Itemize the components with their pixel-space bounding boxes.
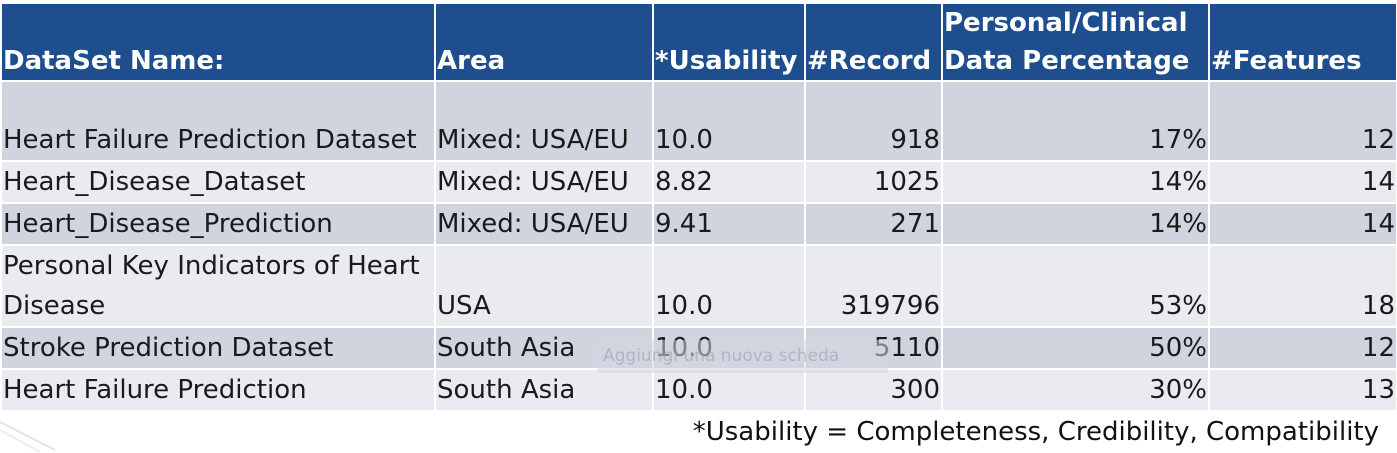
cell-usability: 8.82	[652, 160, 806, 204]
cell-features: 14	[1208, 202, 1397, 246]
header-record: #Record	[804, 2, 943, 82]
cell-record: 1025	[804, 160, 943, 204]
cell-dataset-name: Stroke Prediction Dataset	[0, 326, 436, 370]
cell-area: Mixed: USA/EU	[434, 202, 654, 246]
header-clinical-percentage: Personal/Clinical Data Percentage	[941, 2, 1210, 82]
cell-record: 300	[804, 368, 943, 412]
table-row: Personal Key Indicators of Heart Disease…	[0, 244, 1397, 328]
header-usability: *Usability	[652, 2, 806, 82]
cell-clinical-percentage: 50%	[941, 326, 1210, 370]
cell-record: 918	[804, 80, 943, 162]
cell-clinical-percentage: 14%	[941, 202, 1210, 246]
cell-usability: 10.0	[652, 368, 806, 412]
cell-usability: 10.0	[652, 80, 806, 162]
header-row: DataSet Name: Area *Usability #Record Pe…	[0, 2, 1397, 82]
cell-dataset-name: Heart Failure Prediction	[0, 368, 436, 412]
cell-features: 18	[1208, 244, 1397, 328]
header-features: #Features	[1208, 2, 1397, 82]
datasets-table: DataSet Name: Area *Usability #Record Pe…	[0, 2, 1397, 412]
cell-clinical-percentage: 30%	[941, 368, 1210, 412]
header-area: Area	[434, 2, 654, 82]
decorative-lines	[0, 421, 56, 453]
cell-dataset-name: Heart Failure Prediction Dataset	[0, 80, 436, 162]
watermark-overlay: Aggiungi una nuova scheda	[597, 340, 888, 373]
table-row: Heart_Disease_Prediction Mixed: USA/EU 9…	[0, 202, 1397, 246]
usability-footnote: *Usability = Completeness, Credibility, …	[692, 417, 1379, 447]
cell-clinical-percentage: 17%	[941, 80, 1210, 162]
cell-record: 271	[804, 202, 943, 246]
cell-features: 13	[1208, 368, 1397, 412]
table-row: Heart Failure Prediction South Asia 10.0…	[0, 368, 1397, 412]
header-dataset-name: DataSet Name:	[0, 2, 436, 82]
cell-clinical-percentage: 53%	[941, 244, 1210, 328]
cell-dataset-name: Personal Key Indicators of Heart Disease	[0, 244, 436, 328]
cell-area: USA	[434, 244, 654, 328]
table-row: Heart Failure Prediction Dataset Mixed: …	[0, 80, 1397, 162]
cell-dataset-name: Heart_Disease_Prediction	[0, 202, 436, 246]
cell-area: Mixed: USA/EU	[434, 80, 654, 162]
cell-usability: 10.0	[652, 244, 806, 328]
cell-features: 14	[1208, 160, 1397, 204]
cell-area: South Asia	[434, 368, 654, 412]
table-row: Heart_Disease_Dataset Mixed: USA/EU 8.82…	[0, 160, 1397, 204]
cell-record: 319796	[804, 244, 943, 328]
cell-features: 12	[1208, 80, 1397, 162]
cell-area: Mixed: USA/EU	[434, 160, 654, 204]
cell-clinical-percentage: 14%	[941, 160, 1210, 204]
cell-features: 12	[1208, 326, 1397, 370]
cell-usability: 9.41	[652, 202, 806, 246]
cell-dataset-name: Heart_Disease_Dataset	[0, 160, 436, 204]
